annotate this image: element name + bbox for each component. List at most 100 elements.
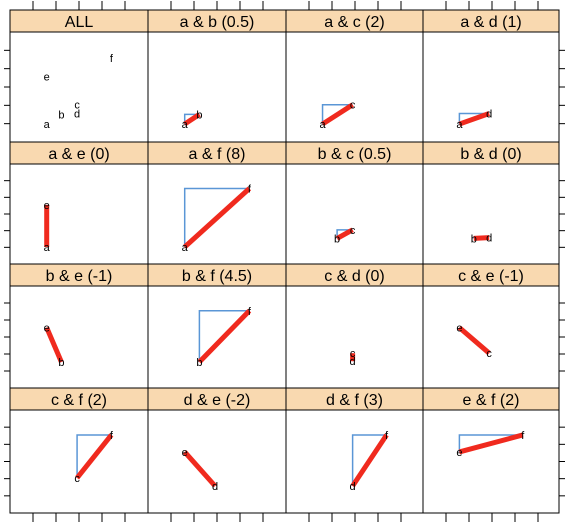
panel-frame [422,31,560,143]
point-label: c [350,348,356,360]
corner-line [336,229,353,239]
corner-line [76,434,112,478]
panel: b & e (-1) b e [9,263,149,389]
point-label: b [58,357,64,369]
pair-line [457,325,491,356]
point-label: a [456,119,463,131]
point-label: f [110,430,114,442]
panel-frame [422,163,560,265]
panel-frame [285,285,424,389]
pair-line [458,432,524,455]
point-label: f [248,306,252,318]
point-label: f [385,430,389,442]
panel-title: a & e (0) [48,146,109,163]
panel-frame [147,409,287,514]
panel: d & e (-2) d e [147,387,287,514]
panel: a & b (0.5) ab [147,9,287,143]
pair-line [183,112,201,127]
point-label: d [486,109,492,121]
pair-line [321,102,354,127]
pair-line [182,450,217,488]
point-label: d [350,481,356,493]
panel-title: d & f (3) [326,392,383,409]
panel-title: b & e (-1) [46,268,113,285]
pair-line [458,111,490,127]
point-label: c [74,473,80,485]
panel-title: a & b (0.5) [180,14,255,31]
panel-frame [9,285,149,389]
panel-title: c & e (-1) [458,268,524,285]
point-label: e [456,323,462,335]
point-label: a [182,119,189,131]
point-label: e [44,200,50,212]
panel-frame [147,31,287,143]
point-label: b [196,109,202,121]
panel: e & f (2) e f [422,387,560,514]
panel-title: a & c (2) [324,14,384,31]
panel: a & d (1) a d [422,9,560,143]
point-label: c [350,100,356,112]
panel: c & d (0) cd [285,263,424,389]
point-label: e [44,72,50,84]
panel: b & f (4.5) b f [147,263,287,389]
panel-title: b & f (4.5) [182,268,252,285]
panel: b & d (0) b d [422,141,560,265]
panel-frame [9,31,149,143]
pair-line [75,433,114,480]
point-label: f [521,430,525,442]
corner-line [183,113,200,125]
point-label: e [44,323,50,335]
panel-frame [147,285,287,389]
point-label: a [319,119,326,131]
point-label: a [44,242,51,254]
panel-title: c & f (2) [51,392,107,409]
panel-title: b & c (0.5) [318,146,392,163]
pair-line [44,326,64,363]
pair-line [473,235,490,241]
panel-title: a & f (8) [189,146,246,163]
corner-line [351,434,387,486]
panel: c & e (-1) c e [422,263,560,389]
panel-title: ALL [65,14,94,31]
panel: b & c (0.5) bc [285,141,424,265]
point-label: d [74,109,80,121]
point-label: b [334,233,340,245]
panel-title: c & d (0) [324,268,384,285]
point-label: c [350,225,356,237]
corner-line [458,112,490,125]
panel-strip [422,9,560,33]
point-label: d [212,481,218,493]
point-label: b [196,357,202,369]
panel-frame [422,409,560,514]
panel-frame [285,163,424,265]
point-label: e [182,447,188,459]
panel-strip [422,263,560,287]
point-label: d [350,356,356,368]
panel: a & e (0) a e [9,141,149,265]
panel-title: b & d (0) [460,146,521,163]
pair-line [197,309,252,364]
panel: a & f (8) a f [147,141,287,265]
point-label: f [110,53,114,65]
axis-ticks [4,1,565,522]
point-label: a [44,119,51,131]
panel-frame [9,163,149,265]
panel-frame [9,409,149,514]
point-label: b [58,109,64,121]
panel-strip [422,141,560,165]
pair-line [335,227,354,241]
panel-frame [285,31,424,143]
point-label: c [486,348,492,360]
corner-line [198,310,250,362]
panel-frame [147,163,287,265]
panel-title: a & d (1) [460,14,521,31]
panel-strip [422,387,560,411]
corner-line [183,187,250,247]
panel-title: d & e (-2) [184,392,251,409]
point-label: f [248,183,252,195]
point-label: c [74,100,80,112]
pair-line [350,433,389,488]
panel: d & f (3) d f [285,387,424,514]
